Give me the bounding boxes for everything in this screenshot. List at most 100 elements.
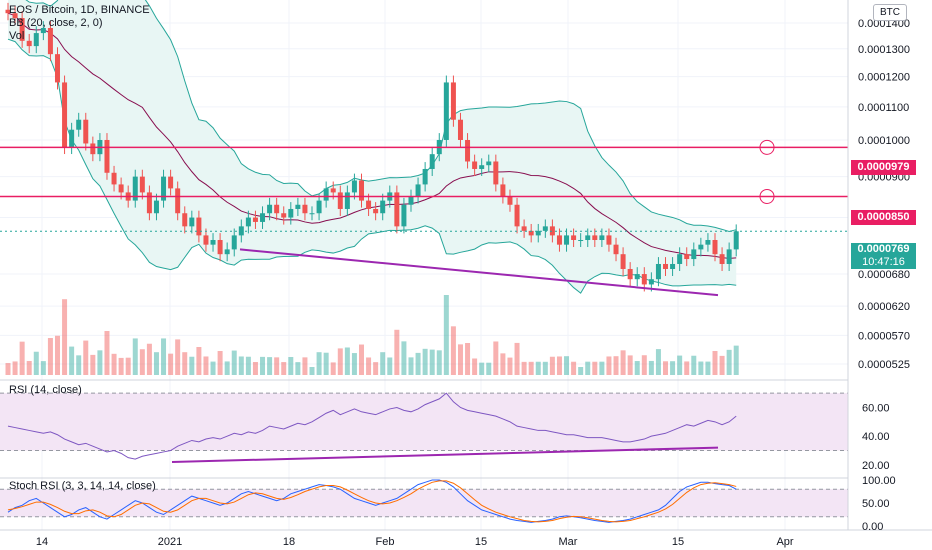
candle-body bbox=[69, 129, 75, 148]
volume-bar bbox=[33, 351, 39, 375]
volume-bar bbox=[210, 361, 216, 375]
candle-body bbox=[528, 230, 534, 236]
candle-body bbox=[479, 165, 485, 169]
vol-legend[interactable]: Vol bbox=[9, 30, 25, 42]
volume-bar bbox=[238, 356, 244, 375]
candle-body bbox=[168, 176, 174, 189]
candle-body bbox=[705, 239, 711, 245]
rsi-legend[interactable]: RSI (14, close) bbox=[9, 384, 82, 396]
volume-bar bbox=[535, 361, 541, 375]
time-tick-label: Mar bbox=[559, 536, 578, 548]
candle-body bbox=[670, 263, 676, 269]
candle-body bbox=[323, 188, 329, 201]
volume-bar bbox=[443, 295, 449, 375]
currency-button[interactable]: BTC bbox=[873, 4, 907, 21]
candle-body bbox=[302, 204, 308, 214]
volume-bar bbox=[302, 357, 308, 375]
rsi-panel bbox=[0, 379, 848, 479]
candle-body bbox=[514, 204, 520, 227]
stoch-band bbox=[0, 489, 848, 517]
candle-body bbox=[153, 200, 159, 214]
rsi-tick-label: 20.00 bbox=[862, 460, 890, 472]
candle-body bbox=[83, 119, 89, 144]
volume-bar bbox=[139, 349, 145, 375]
candle-body bbox=[26, 40, 32, 47]
volume-bars bbox=[5, 295, 739, 375]
candle-body bbox=[189, 217, 195, 227]
volume-bar bbox=[267, 357, 273, 375]
candle-body bbox=[465, 139, 471, 162]
volume-bar bbox=[401, 341, 407, 375]
candle-body bbox=[542, 226, 548, 231]
volume-bar bbox=[719, 355, 725, 375]
support-trend-line bbox=[239, 248, 719, 297]
candle-body bbox=[408, 196, 414, 205]
volume-bar bbox=[408, 357, 414, 375]
candle-body bbox=[5, 9, 11, 14]
price-tick-label: 0.0001200 bbox=[858, 72, 910, 84]
candle-body bbox=[231, 235, 237, 250]
volume-bar bbox=[655, 349, 661, 375]
time-tick-label: 18 bbox=[283, 536, 295, 548]
volume-bar bbox=[691, 355, 697, 375]
candle-body bbox=[309, 213, 315, 215]
legend: EOS / Bitcoin, 1D, BINANCE BB (20, close… bbox=[9, 4, 150, 43]
volume-bar bbox=[641, 355, 647, 375]
stoch-tick-label: 50.00 bbox=[862, 498, 890, 510]
volume-bar bbox=[450, 326, 456, 375]
volume-bar bbox=[429, 349, 435, 375]
candle-body bbox=[281, 213, 287, 218]
volume-bar bbox=[528, 361, 534, 375]
volume-bar bbox=[479, 362, 485, 375]
volume-bar bbox=[252, 362, 258, 375]
candle-body bbox=[196, 217, 202, 236]
stoch-legend[interactable]: Stoch RSI (3, 3, 14, 14, close) bbox=[9, 480, 156, 492]
volume-bar bbox=[104, 331, 110, 375]
volume-bar bbox=[189, 356, 195, 375]
volume-bar bbox=[90, 354, 96, 375]
volume-bar bbox=[422, 348, 428, 375]
candle-body bbox=[641, 274, 647, 285]
symbol-title[interactable]: EOS / Bitcoin, 1D, BINANCE bbox=[9, 4, 150, 16]
price-tick-label: 0.0001000 bbox=[858, 135, 910, 147]
candle-body bbox=[139, 176, 145, 193]
bb-legend[interactable]: BB (20, close, 2, 0) bbox=[9, 17, 103, 29]
volume-bar bbox=[507, 357, 513, 375]
last-price-value: 0.0000769 bbox=[857, 243, 910, 255]
volume-bar bbox=[373, 362, 379, 375]
volume-bar bbox=[161, 338, 167, 375]
candle-body bbox=[394, 192, 400, 227]
volume-bar bbox=[705, 361, 711, 375]
volume-bar bbox=[316, 352, 322, 375]
candles bbox=[5, 2, 739, 292]
candle-body bbox=[359, 180, 364, 201]
candle-body bbox=[351, 180, 357, 193]
volume-bar bbox=[97, 350, 103, 375]
time-tick-label: Feb bbox=[376, 536, 395, 548]
volume-bar bbox=[394, 329, 400, 375]
volume-bar bbox=[380, 352, 386, 375]
candle-body bbox=[104, 139, 110, 173]
volume-bar bbox=[69, 346, 75, 375]
last-price-badge: 0.0000769 10:47:16 bbox=[851, 243, 916, 269]
volume-bar bbox=[733, 345, 739, 375]
candle-body bbox=[146, 192, 152, 214]
volume-bar bbox=[323, 352, 329, 375]
volume-bar bbox=[146, 343, 152, 375]
time-tick-label: 2021 bbox=[158, 536, 182, 548]
price-tick-label: 0.0001300 bbox=[858, 44, 910, 56]
volume-bar bbox=[245, 356, 251, 375]
candle-body bbox=[415, 184, 421, 197]
volume-bar bbox=[620, 350, 626, 375]
candle-body bbox=[556, 235, 562, 245]
candle-body bbox=[274, 204, 280, 214]
volume-bar bbox=[472, 358, 478, 375]
stoch-rsi-panel bbox=[0, 479, 848, 523]
candle-body bbox=[620, 254, 626, 269]
candle-body bbox=[224, 249, 230, 255]
volume-bar bbox=[648, 360, 654, 375]
candle-body bbox=[493, 161, 499, 185]
candle-body bbox=[203, 235, 209, 245]
stoch-tick-label: 0.00 bbox=[862, 521, 883, 533]
